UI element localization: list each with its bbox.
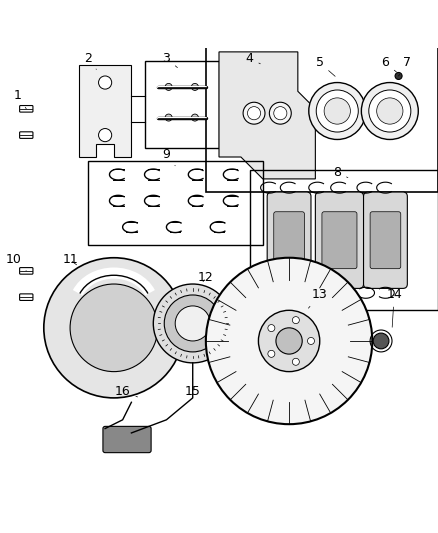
Polygon shape — [79, 65, 131, 157]
Polygon shape — [219, 52, 315, 179]
FancyBboxPatch shape — [315, 192, 364, 288]
Circle shape — [274, 107, 287, 120]
Circle shape — [276, 328, 302, 354]
Bar — [250, 170, 438, 310]
Text: 15: 15 — [185, 379, 201, 398]
Circle shape — [268, 325, 275, 332]
Circle shape — [269, 102, 291, 124]
FancyBboxPatch shape — [274, 212, 304, 269]
Bar — [145, 61, 219, 148]
Circle shape — [165, 114, 172, 121]
Circle shape — [153, 284, 232, 363]
Circle shape — [191, 84, 198, 91]
Text: 8: 8 — [333, 166, 348, 179]
Text: 13: 13 — [308, 288, 328, 308]
Text: 12: 12 — [198, 271, 214, 284]
Text: 5: 5 — [316, 56, 335, 76]
FancyBboxPatch shape — [364, 192, 407, 288]
Text: 7: 7 — [399, 56, 411, 76]
Text: 16: 16 — [115, 385, 138, 398]
Circle shape — [307, 337, 314, 344]
Circle shape — [247, 107, 261, 120]
Text: 2: 2 — [84, 52, 96, 69]
Text: 14: 14 — [386, 288, 402, 327]
FancyBboxPatch shape — [370, 212, 401, 269]
Text: 6: 6 — [381, 56, 396, 72]
FancyBboxPatch shape — [20, 268, 33, 274]
FancyBboxPatch shape — [322, 212, 357, 269]
Circle shape — [243, 102, 265, 124]
FancyBboxPatch shape — [267, 192, 311, 288]
FancyBboxPatch shape — [20, 132, 33, 139]
Circle shape — [369, 90, 411, 132]
Text: 9: 9 — [162, 148, 175, 166]
Circle shape — [292, 358, 299, 365]
Bar — [206, 47, 438, 192]
Circle shape — [165, 84, 172, 91]
Circle shape — [258, 310, 320, 372]
Circle shape — [191, 114, 198, 121]
Circle shape — [175, 306, 210, 341]
Text: 4: 4 — [246, 52, 260, 65]
FancyBboxPatch shape — [20, 106, 33, 112]
Bar — [88, 161, 263, 245]
Circle shape — [206, 258, 372, 424]
Circle shape — [292, 317, 299, 324]
Circle shape — [99, 128, 112, 142]
FancyBboxPatch shape — [103, 426, 151, 453]
Circle shape — [44, 258, 184, 398]
Text: 11: 11 — [62, 253, 78, 266]
Text: 1: 1 — [14, 89, 26, 109]
Circle shape — [395, 72, 402, 79]
Circle shape — [70, 284, 158, 372]
Circle shape — [316, 90, 358, 132]
Circle shape — [377, 98, 403, 124]
Circle shape — [309, 83, 366, 140]
FancyBboxPatch shape — [20, 294, 33, 301]
Circle shape — [268, 350, 275, 357]
Circle shape — [164, 295, 221, 352]
Circle shape — [99, 76, 112, 89]
Circle shape — [324, 98, 350, 124]
Text: 10: 10 — [5, 253, 26, 271]
Text: 3: 3 — [162, 52, 177, 68]
Circle shape — [361, 83, 418, 140]
Circle shape — [373, 333, 389, 349]
